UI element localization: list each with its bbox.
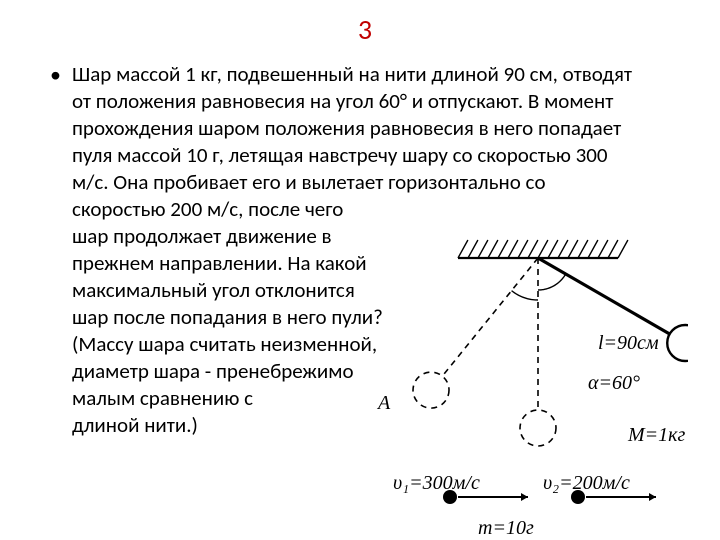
label-mass-m: m=10г: [478, 517, 534, 540]
problem-line: скоростью 200 м/с, после чего: [72, 196, 680, 223]
problem-line: Шар массой 1 кг, подвешенный на нити дли…: [72, 61, 680, 88]
label-A: A: [378, 392, 390, 415]
label-v2: υ₂=200м/с: [543, 472, 630, 495]
label-length: l=90см: [598, 332, 659, 355]
problem-line: прохождения шаром положения равновесия в…: [72, 115, 680, 142]
label-v1: υ₁=300м/с: [393, 472, 480, 495]
label-alpha: α=60°: [588, 372, 640, 395]
problem-line: пуля массой 10 г, летящая навстречу шару…: [72, 142, 680, 169]
physics-diagram: A l=90см α=60° M=1кг υ₁=300м/с υ₂=200м/с…: [338, 222, 688, 532]
problem-line: м/с. Она пробивает его и вылетает горизо…: [72, 169, 680, 196]
problem-line: от положения равновесия на угол 60° и от…: [72, 88, 680, 115]
problem-number: 3: [50, 12, 680, 47]
label-mass-M: M=1кг: [628, 424, 685, 447]
bullet-marker: •: [50, 61, 72, 88]
